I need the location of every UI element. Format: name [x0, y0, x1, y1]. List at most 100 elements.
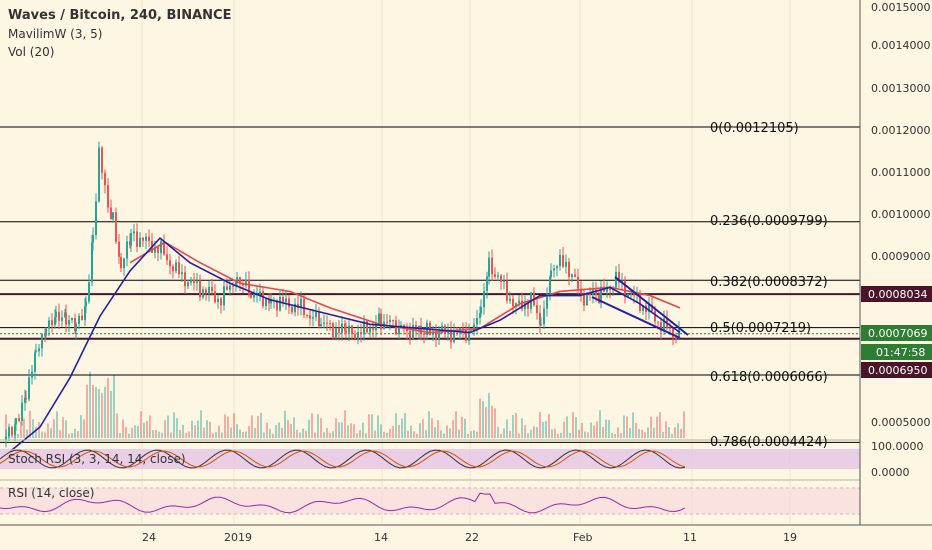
volume-bar	[422, 419, 424, 438]
candle-body	[270, 300, 272, 304]
volume-bar	[674, 427, 676, 438]
time-axis: 24 2019 14 22 Feb 11 19	[0, 524, 932, 544]
candle-body	[354, 334, 356, 339]
candle-body	[672, 327, 674, 338]
volume-bar	[626, 416, 628, 438]
volume-bar	[203, 427, 205, 438]
candle-body	[15, 418, 17, 425]
candle-body	[18, 418, 20, 421]
candle-body	[389, 319, 391, 323]
volume-bar	[593, 425, 595, 438]
volume-bar	[161, 432, 163, 438]
candle-body	[98, 147, 100, 202]
volume-bar	[506, 419, 508, 438]
volume-bar	[653, 427, 655, 438]
candle-body	[136, 231, 138, 247]
volume-bar	[581, 422, 583, 438]
candle-body	[412, 325, 414, 339]
volume-bar	[326, 427, 328, 438]
volume-bar	[362, 422, 364, 438]
candle-body	[423, 333, 425, 336]
volume-bar	[242, 431, 244, 438]
candle-body	[181, 272, 183, 275]
wedge-upper-line	[614, 276, 689, 336]
candle-body	[500, 275, 502, 283]
candle-body	[112, 212, 114, 220]
fib-label-0382: 0.382(0.0008372)	[710, 275, 828, 290]
stoch-rsi-label: Stoch RSI (3, 3, 14, 14, close)	[8, 452, 186, 466]
volume-bar	[167, 415, 169, 438]
x-tick-24: 24	[142, 531, 156, 544]
candle-body	[107, 185, 109, 208]
candle-body	[288, 298, 290, 308]
candle-body	[633, 293, 635, 296]
volume-bar	[296, 429, 298, 438]
volume-bar	[245, 431, 247, 438]
stoch-tick-100: 100.0000	[871, 440, 924, 453]
volume-bar	[488, 392, 490, 438]
volume-bar	[398, 424, 400, 438]
candle-body	[663, 318, 665, 332]
candle-body	[148, 236, 150, 241]
volume-bar	[671, 433, 673, 438]
candle-body	[84, 306, 86, 321]
candle-body	[369, 328, 371, 333]
volume-bar	[680, 428, 682, 438]
candle-body	[444, 325, 446, 333]
candle-body	[245, 279, 247, 286]
x-tick-19: 19	[783, 531, 797, 544]
candle-body	[199, 281, 201, 298]
volume-bar	[443, 433, 445, 438]
volume-bar	[308, 419, 310, 438]
volume-bar	[512, 415, 514, 438]
candle-body	[306, 314, 308, 316]
volume-bar	[44, 432, 46, 438]
volume-bar	[623, 415, 625, 438]
volume-bar	[578, 429, 580, 438]
volume-bar	[356, 433, 358, 438]
volume-bar	[389, 429, 391, 438]
volume-bar	[632, 412, 634, 438]
volume-bar	[497, 426, 499, 438]
volume-bar	[380, 424, 382, 438]
volume-bar	[359, 429, 361, 438]
volume-bar	[665, 421, 667, 438]
volume-bar	[344, 410, 346, 438]
y-tick-6: 0.0009000	[871, 250, 931, 263]
volume-bar	[635, 422, 637, 438]
candle-body	[654, 310, 656, 322]
candle-body	[642, 305, 644, 311]
candle-body	[282, 296, 284, 303]
volume-bar	[650, 416, 652, 438]
candle-body	[41, 333, 43, 349]
volume-bar	[668, 427, 670, 438]
volume-bar	[50, 428, 52, 438]
volume-bar	[299, 432, 301, 438]
volume-bar	[137, 426, 139, 438]
candle-body	[550, 270, 552, 277]
volume-bar	[341, 422, 343, 438]
candles	[5, 141, 680, 448]
volume-bar	[101, 393, 103, 438]
candle-body	[470, 330, 472, 332]
volume-bar	[179, 429, 181, 438]
volume-bar	[455, 411, 457, 438]
candle-body	[627, 294, 629, 297]
volume-bar	[215, 432, 217, 438]
volume-bar	[185, 432, 187, 438]
rsi-line	[0, 492, 686, 514]
candle-body	[115, 212, 117, 242]
candle-body	[586, 292, 588, 306]
candle-body	[549, 276, 551, 294]
candle-body	[571, 274, 573, 277]
volume-bar	[587, 432, 589, 438]
candle-body	[398, 327, 400, 335]
candle-body	[232, 285, 234, 287]
candle-body	[660, 322, 662, 332]
resistance-tag: 0.0008034	[868, 288, 928, 301]
candle-body	[202, 289, 204, 298]
candle-body	[235, 281, 237, 286]
candle-body	[577, 276, 579, 289]
volume-bar	[683, 411, 685, 438]
